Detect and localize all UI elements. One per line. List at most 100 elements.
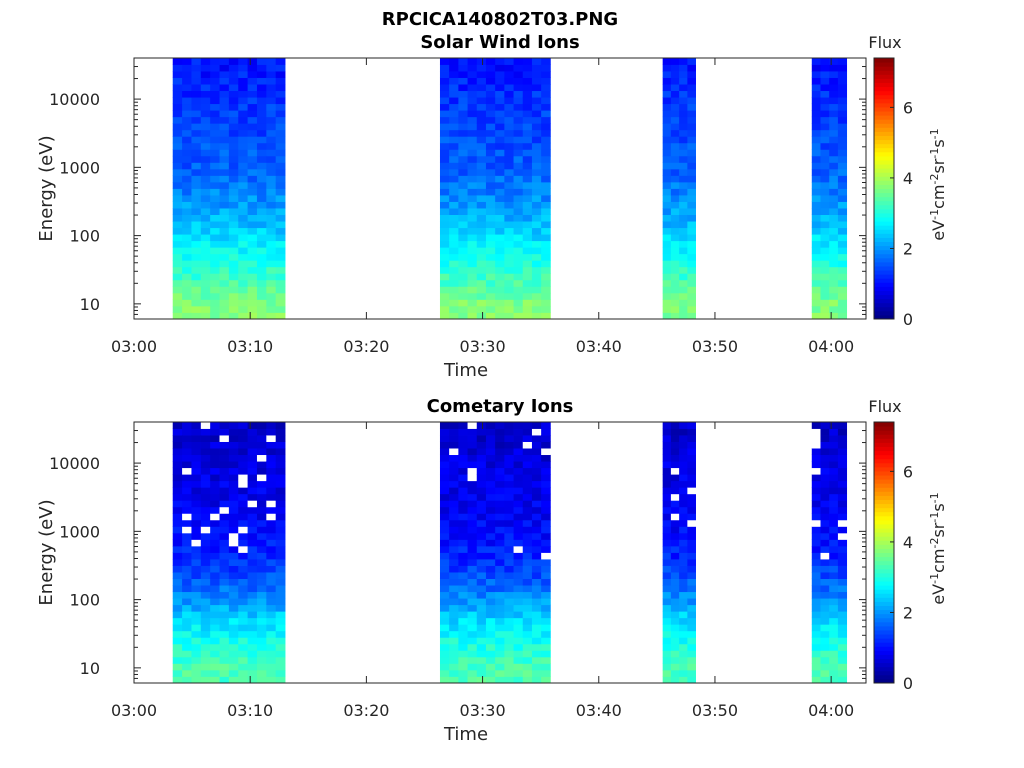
heatmap-cell (485, 428, 496, 436)
heatmap-cell (504, 266, 514, 274)
heatmap-cell (820, 441, 830, 449)
heatmap-cell (811, 676, 821, 684)
heatmap-cell (172, 175, 183, 183)
heatmap-cell (837, 129, 848, 137)
heatmap-cell (485, 559, 496, 566)
heatmap-cell (495, 110, 505, 118)
heatmap-cell (266, 435, 277, 442)
colorbar-segment (874, 666, 894, 672)
heatmap-cell (485, 467, 496, 475)
heatmap-cell (219, 487, 230, 495)
heatmap-cell (504, 208, 514, 215)
heatmap-cell (219, 71, 230, 78)
heatmap-cell (191, 123, 202, 131)
heatmap-cell (670, 129, 680, 137)
heatmap-cell (662, 58, 672, 65)
heatmap-cell (531, 552, 542, 560)
heatmap-cell (522, 545, 533, 553)
heatmap-cell (467, 214, 478, 222)
heatmap-cell (458, 474, 468, 482)
heatmap-cell (504, 188, 514, 196)
heatmap-cell (476, 552, 487, 560)
heatmap-cell (191, 630, 202, 638)
heatmap-cell (476, 214, 487, 222)
heatmap-cell (266, 142, 277, 150)
heatmap-cell (458, 572, 468, 579)
heatmap-cell (670, 578, 680, 586)
heatmap-cell (513, 591, 524, 599)
heatmap-cell (522, 181, 533, 189)
colorbar-segment (874, 102, 894, 108)
heatmap-cell (513, 279, 524, 287)
heatmap-cell (687, 630, 696, 638)
heatmap-cell (662, 162, 672, 170)
heatmap-cell (541, 168, 551, 176)
heatmap-cell (476, 591, 487, 599)
heatmap-cell (541, 441, 551, 449)
heatmap-cell (531, 598, 542, 606)
heatmap-cell (504, 676, 514, 684)
heatmap-cell (467, 617, 478, 625)
heatmap-cell (200, 480, 211, 488)
heatmap-cell (210, 188, 220, 196)
heatmap-cell (541, 64, 551, 72)
heatmap-cell (275, 552, 286, 560)
heatmap-cell (467, 559, 478, 566)
colorbar-segment (874, 70, 894, 75)
heatmap-cell (439, 188, 450, 196)
heatmap-cell (476, 142, 487, 150)
heatmap-cell (522, 247, 533, 255)
heatmap-cell (495, 253, 505, 261)
heatmap-cell (476, 260, 487, 268)
heatmap-cell (458, 454, 468, 462)
heatmap-cell (228, 435, 239, 442)
heatmap-cell (238, 598, 249, 606)
heatmap-cell (200, 650, 211, 658)
heatmap-cell (172, 227, 183, 235)
heatmap-cell (238, 467, 249, 475)
heatmap-cell (449, 474, 459, 482)
heatmap-cell (182, 519, 192, 527)
heatmap-cell (679, 441, 688, 449)
heatmap-cell (829, 578, 839, 586)
heatmap-cell (219, 273, 230, 281)
heatmap-cell (485, 572, 496, 579)
heatmap-cell (200, 136, 211, 144)
heatmap-cell (485, 58, 496, 65)
heatmap-cell (662, 585, 672, 593)
heatmap-cell (256, 247, 267, 255)
heatmap-cell (829, 214, 839, 222)
heatmap-cell (182, 422, 192, 429)
heatmap-cell (449, 422, 459, 429)
heatmap-cell (670, 467, 680, 475)
heatmap-cell (485, 247, 496, 255)
heatmap-cell (256, 77, 267, 85)
heatmap-cell (266, 559, 277, 566)
heatmap-cell (670, 532, 680, 540)
heatmap-cell (439, 116, 450, 124)
heatmap-cell (228, 208, 239, 215)
heatmap-cell (449, 617, 459, 625)
heatmap-cell (210, 611, 220, 619)
heatmap-cell (200, 84, 211, 92)
heatmap-cell (531, 136, 542, 144)
heatmap-cell (485, 487, 496, 495)
heatmap-cell (238, 58, 249, 65)
heatmap-cell (238, 116, 249, 124)
x-tick-label: 03:10 (227, 701, 273, 720)
heatmap-cell (467, 208, 478, 215)
heatmap-cell (449, 110, 459, 118)
heatmap-cell (476, 500, 487, 508)
heatmap-cell (670, 208, 680, 215)
heatmap-cell (485, 260, 496, 268)
heatmap-cell (522, 506, 533, 514)
heatmap-cell (541, 474, 551, 482)
heatmap-cell (541, 500, 551, 508)
heatmap-cell (495, 552, 505, 560)
heatmap-cell (687, 312, 696, 320)
heatmap-cell (449, 428, 459, 436)
heatmap-cell (439, 84, 450, 92)
heatmap-cell (522, 279, 533, 287)
heatmap-cell (829, 559, 839, 566)
heatmap-cell (531, 578, 542, 586)
